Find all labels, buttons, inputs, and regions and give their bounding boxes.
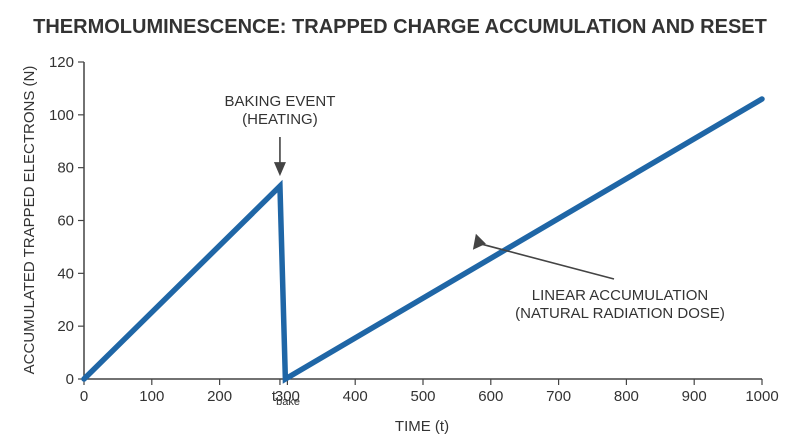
x-tick-label: 0 [80, 388, 88, 405]
annotation-baking-text: BAKING EVENT [225, 93, 336, 110]
series-layer [81, 96, 765, 384]
y-tick-label: 20 [57, 318, 74, 335]
annotation-accumulation-arrow-shaft [479, 242, 615, 280]
x-axis-label: TIME (t) [395, 418, 449, 435]
annotation-accumulation-text: (NATURAL RADIATION DOSE) [515, 305, 725, 322]
annotation-layer: BAKING EVENT(HEATING) LINEAR ACCUMULATION… [225, 93, 725, 322]
annotation-accumulation-text: LINEAR ACCUMULATION [532, 287, 708, 304]
y-tick-label: 0 [66, 371, 74, 388]
x-tick-label: 200 [207, 388, 232, 405]
x-tick-label: 300 [275, 388, 300, 405]
chart-title: THERMOLUMINESCENCE: TRAPPED CHARGE ACCUM… [33, 16, 767, 38]
y-tick-label: 120 [49, 54, 74, 71]
x-tick-label-tbake: tbake [272, 388, 300, 408]
x-tick-label: 800 [614, 388, 639, 405]
series-line [81, 96, 765, 384]
x-tick-label: 1000 [745, 388, 778, 405]
annotation-baking-text: (HEATING) [242, 111, 318, 128]
x-tick-label: 100 [139, 388, 164, 405]
x-tick-label: 900 [682, 388, 707, 405]
x-tick-label: 600 [478, 388, 503, 405]
x-tick-label: 700 [546, 388, 571, 405]
x-tick-label: 400 [343, 388, 368, 405]
annotation-accumulation-arrow-head [472, 233, 486, 250]
annotation-baking-arrow-head [273, 162, 286, 177]
y-tick-label: 60 [57, 213, 74, 230]
x-tick-label: 500 [410, 388, 435, 405]
y-tick-label: 40 [57, 265, 74, 282]
y-tick-label: 100 [49, 107, 74, 124]
y-axis-label: ACCUMULATED TRAPPED ELECTRONS (N) [21, 66, 38, 375]
y-tick-label: 80 [57, 160, 74, 177]
axes [78, 61, 763, 385]
